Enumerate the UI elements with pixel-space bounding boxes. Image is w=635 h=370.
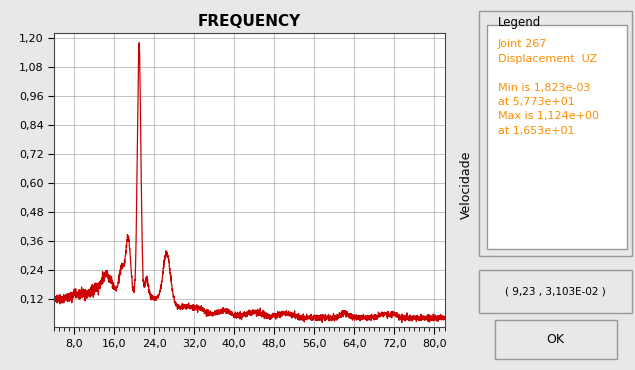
Text: Velocidade: Velocidade (460, 151, 473, 219)
FancyBboxPatch shape (487, 25, 627, 249)
Title: FREQUENCY: FREQUENCY (197, 14, 301, 29)
FancyBboxPatch shape (495, 320, 617, 359)
FancyBboxPatch shape (479, 270, 632, 313)
Text: Legend: Legend (498, 16, 541, 29)
Text: OK: OK (547, 333, 565, 346)
Text: Joint 267
Displacement  UZ

Min is 1,823e-03
at 5,773e+01
Max is 1,124e+00
at 1,: Joint 267 Displacement UZ Min is 1,823e-… (498, 39, 599, 136)
Text: ( 9,23 , 3,103E-02 ): ( 9,23 , 3,103E-02 ) (505, 286, 606, 297)
